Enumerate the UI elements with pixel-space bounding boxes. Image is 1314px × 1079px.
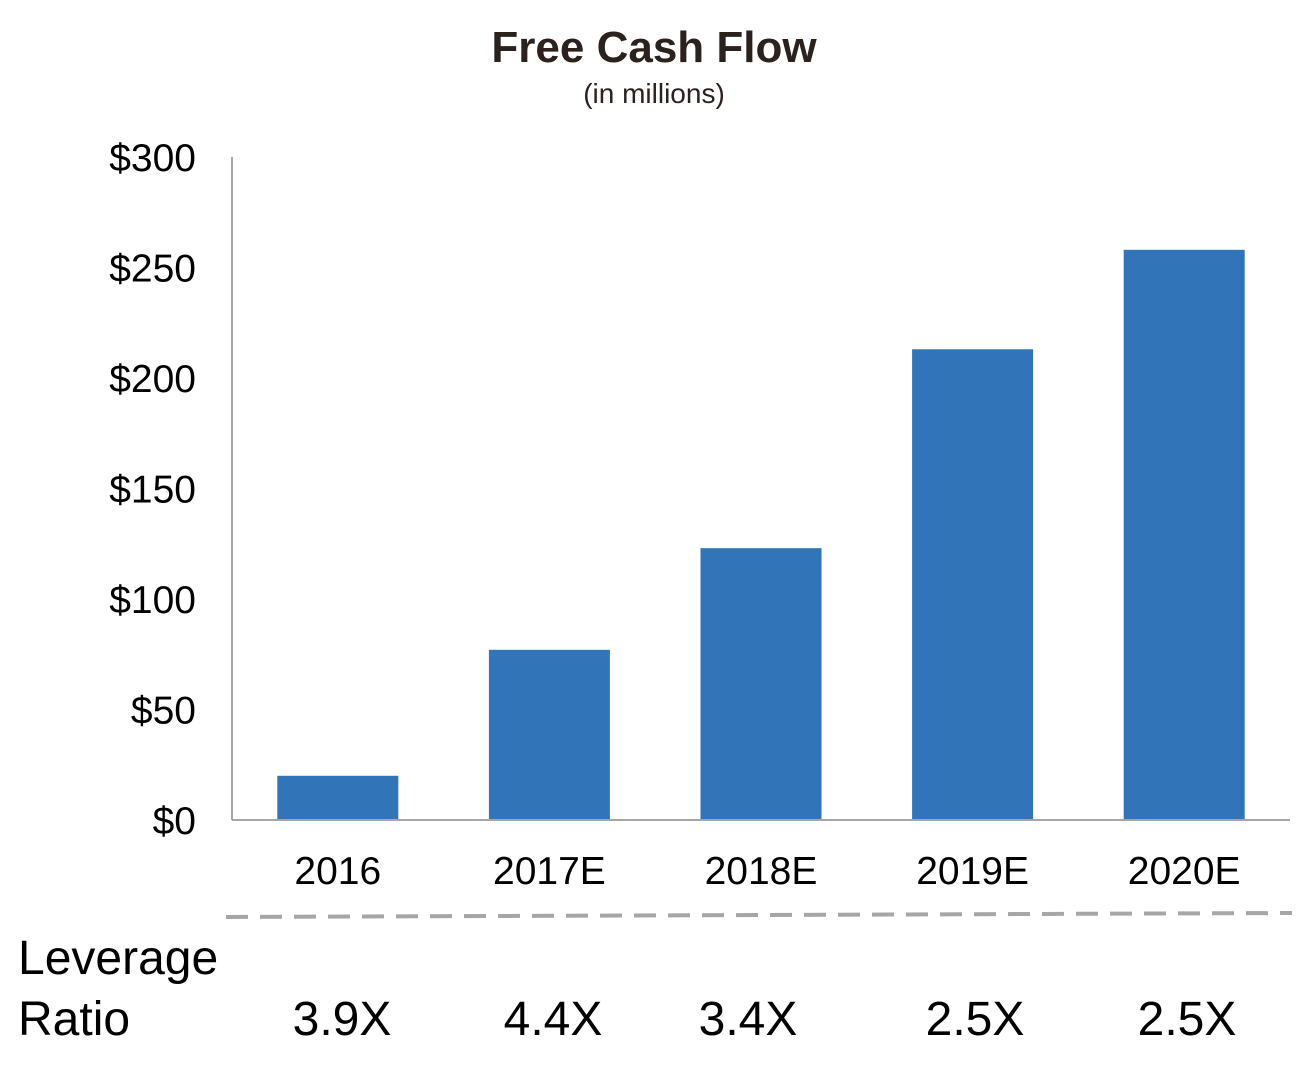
leverage-value: 4.4X: [504, 993, 603, 1046]
leverage-values: 3.9X 4.4X 3.4X 2.5X 2.5X: [293, 993, 1237, 1046]
chart-title: Free Cash Flow: [491, 23, 817, 72]
leverage-label-line1: Leverage: [18, 932, 218, 985]
y-tick-label: $0: [153, 800, 196, 843]
y-tick-label: $50: [131, 690, 196, 733]
bar-2017e: [488, 649, 610, 820]
bar-2018e: [700, 548, 822, 820]
x-axis-tick-labels: 2016 2017E 2018E 2019E 2020E: [294, 850, 1240, 893]
leverage-value: 2.5X: [1138, 993, 1237, 1046]
x-tick-label: 2017E: [493, 850, 606, 893]
y-tick-label: $150: [109, 469, 196, 512]
leverage-value: 3.4X: [699, 993, 798, 1046]
y-tick-label: $200: [109, 358, 196, 401]
bars: [277, 249, 1245, 820]
x-tick-label: 2016: [294, 850, 381, 893]
bar-2016: [277, 775, 399, 820]
bar-2020e: [1123, 249, 1245, 820]
x-tick-label: 2018E: [705, 850, 818, 893]
chart-subtitle: (in millions): [583, 78, 725, 109]
leverage-separator: [225, 911, 1293, 919]
x-tick-label: 2020E: [1128, 850, 1241, 893]
leverage-value: 3.9X: [293, 993, 392, 1046]
y-tick-label: $300: [109, 137, 196, 180]
x-tick-label: 2019E: [916, 850, 1029, 893]
y-axis-tick-labels: $0 $50 $100 $150 $200 $250 $300: [109, 137, 196, 843]
y-tick-label: $250: [109, 248, 196, 291]
y-tick-label: $100: [109, 579, 196, 622]
bar-2019e: [912, 349, 1034, 820]
leverage-value: 2.5X: [926, 993, 1025, 1046]
leverage-label-line2: Ratio: [18, 993, 130, 1046]
